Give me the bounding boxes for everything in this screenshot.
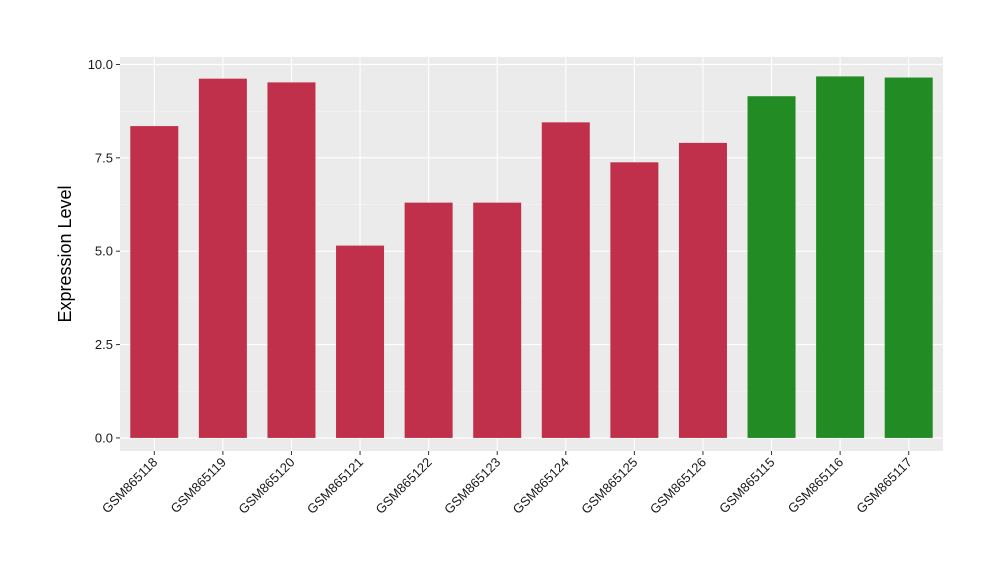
bar-GSM865121 — [336, 245, 385, 438]
x-tick-label: GSM865119 — [167, 455, 229, 517]
y-tick-label: 7.5 — [95, 150, 113, 165]
bar-GSM865117 — [884, 77, 933, 438]
x-tick-label: GSM865121 — [304, 455, 366, 517]
x-tick-label: GSM865117 — [853, 455, 915, 517]
bar-GSM865125 — [610, 162, 659, 438]
y-axis: 0.0 2.5 5.0 7.5 10.0 — [88, 57, 120, 445]
x-tick-label: GSM865123 — [441, 455, 503, 517]
x-tick-label: GSM865118 — [99, 455, 161, 517]
bar-GSM865115 — [747, 96, 796, 438]
bar-GSM865122 — [404, 202, 453, 438]
bar-GSM865119 — [198, 78, 247, 438]
plot-panel — [120, 57, 943, 451]
x-tick-label: GSM865126 — [647, 455, 709, 517]
y-axis-label: Expression Level — [55, 185, 75, 322]
x-tick-label: GSM865116 — [785, 455, 847, 517]
x-axis: GSM865118 GSM865119 GSM865120 GSM865121 GSM8… — [99, 451, 915, 517]
y-tick-label: 0.0 — [95, 430, 113, 445]
x-tick-label: GSM865124 — [510, 455, 572, 517]
bar-GSM865116 — [816, 76, 865, 438]
x-tick-label: GSM865115 — [716, 455, 778, 517]
y-tick-label: 5.0 — [95, 244, 113, 259]
x-tick-label: GSM865125 — [578, 455, 640, 517]
x-tick-label: GSM865120 — [235, 455, 297, 517]
x-tick-label: GSM865122 — [373, 455, 435, 517]
bar-GSM865120 — [267, 82, 316, 438]
bar-GSM865124 — [541, 122, 590, 438]
y-tick-label: 10.0 — [88, 57, 113, 72]
y-tick-label: 2.5 — [95, 337, 113, 352]
bar-GSM865126 — [678, 142, 727, 438]
bar-GSM865118 — [130, 126, 179, 438]
bar-GSM865123 — [473, 202, 522, 438]
bars — [130, 76, 933, 438]
